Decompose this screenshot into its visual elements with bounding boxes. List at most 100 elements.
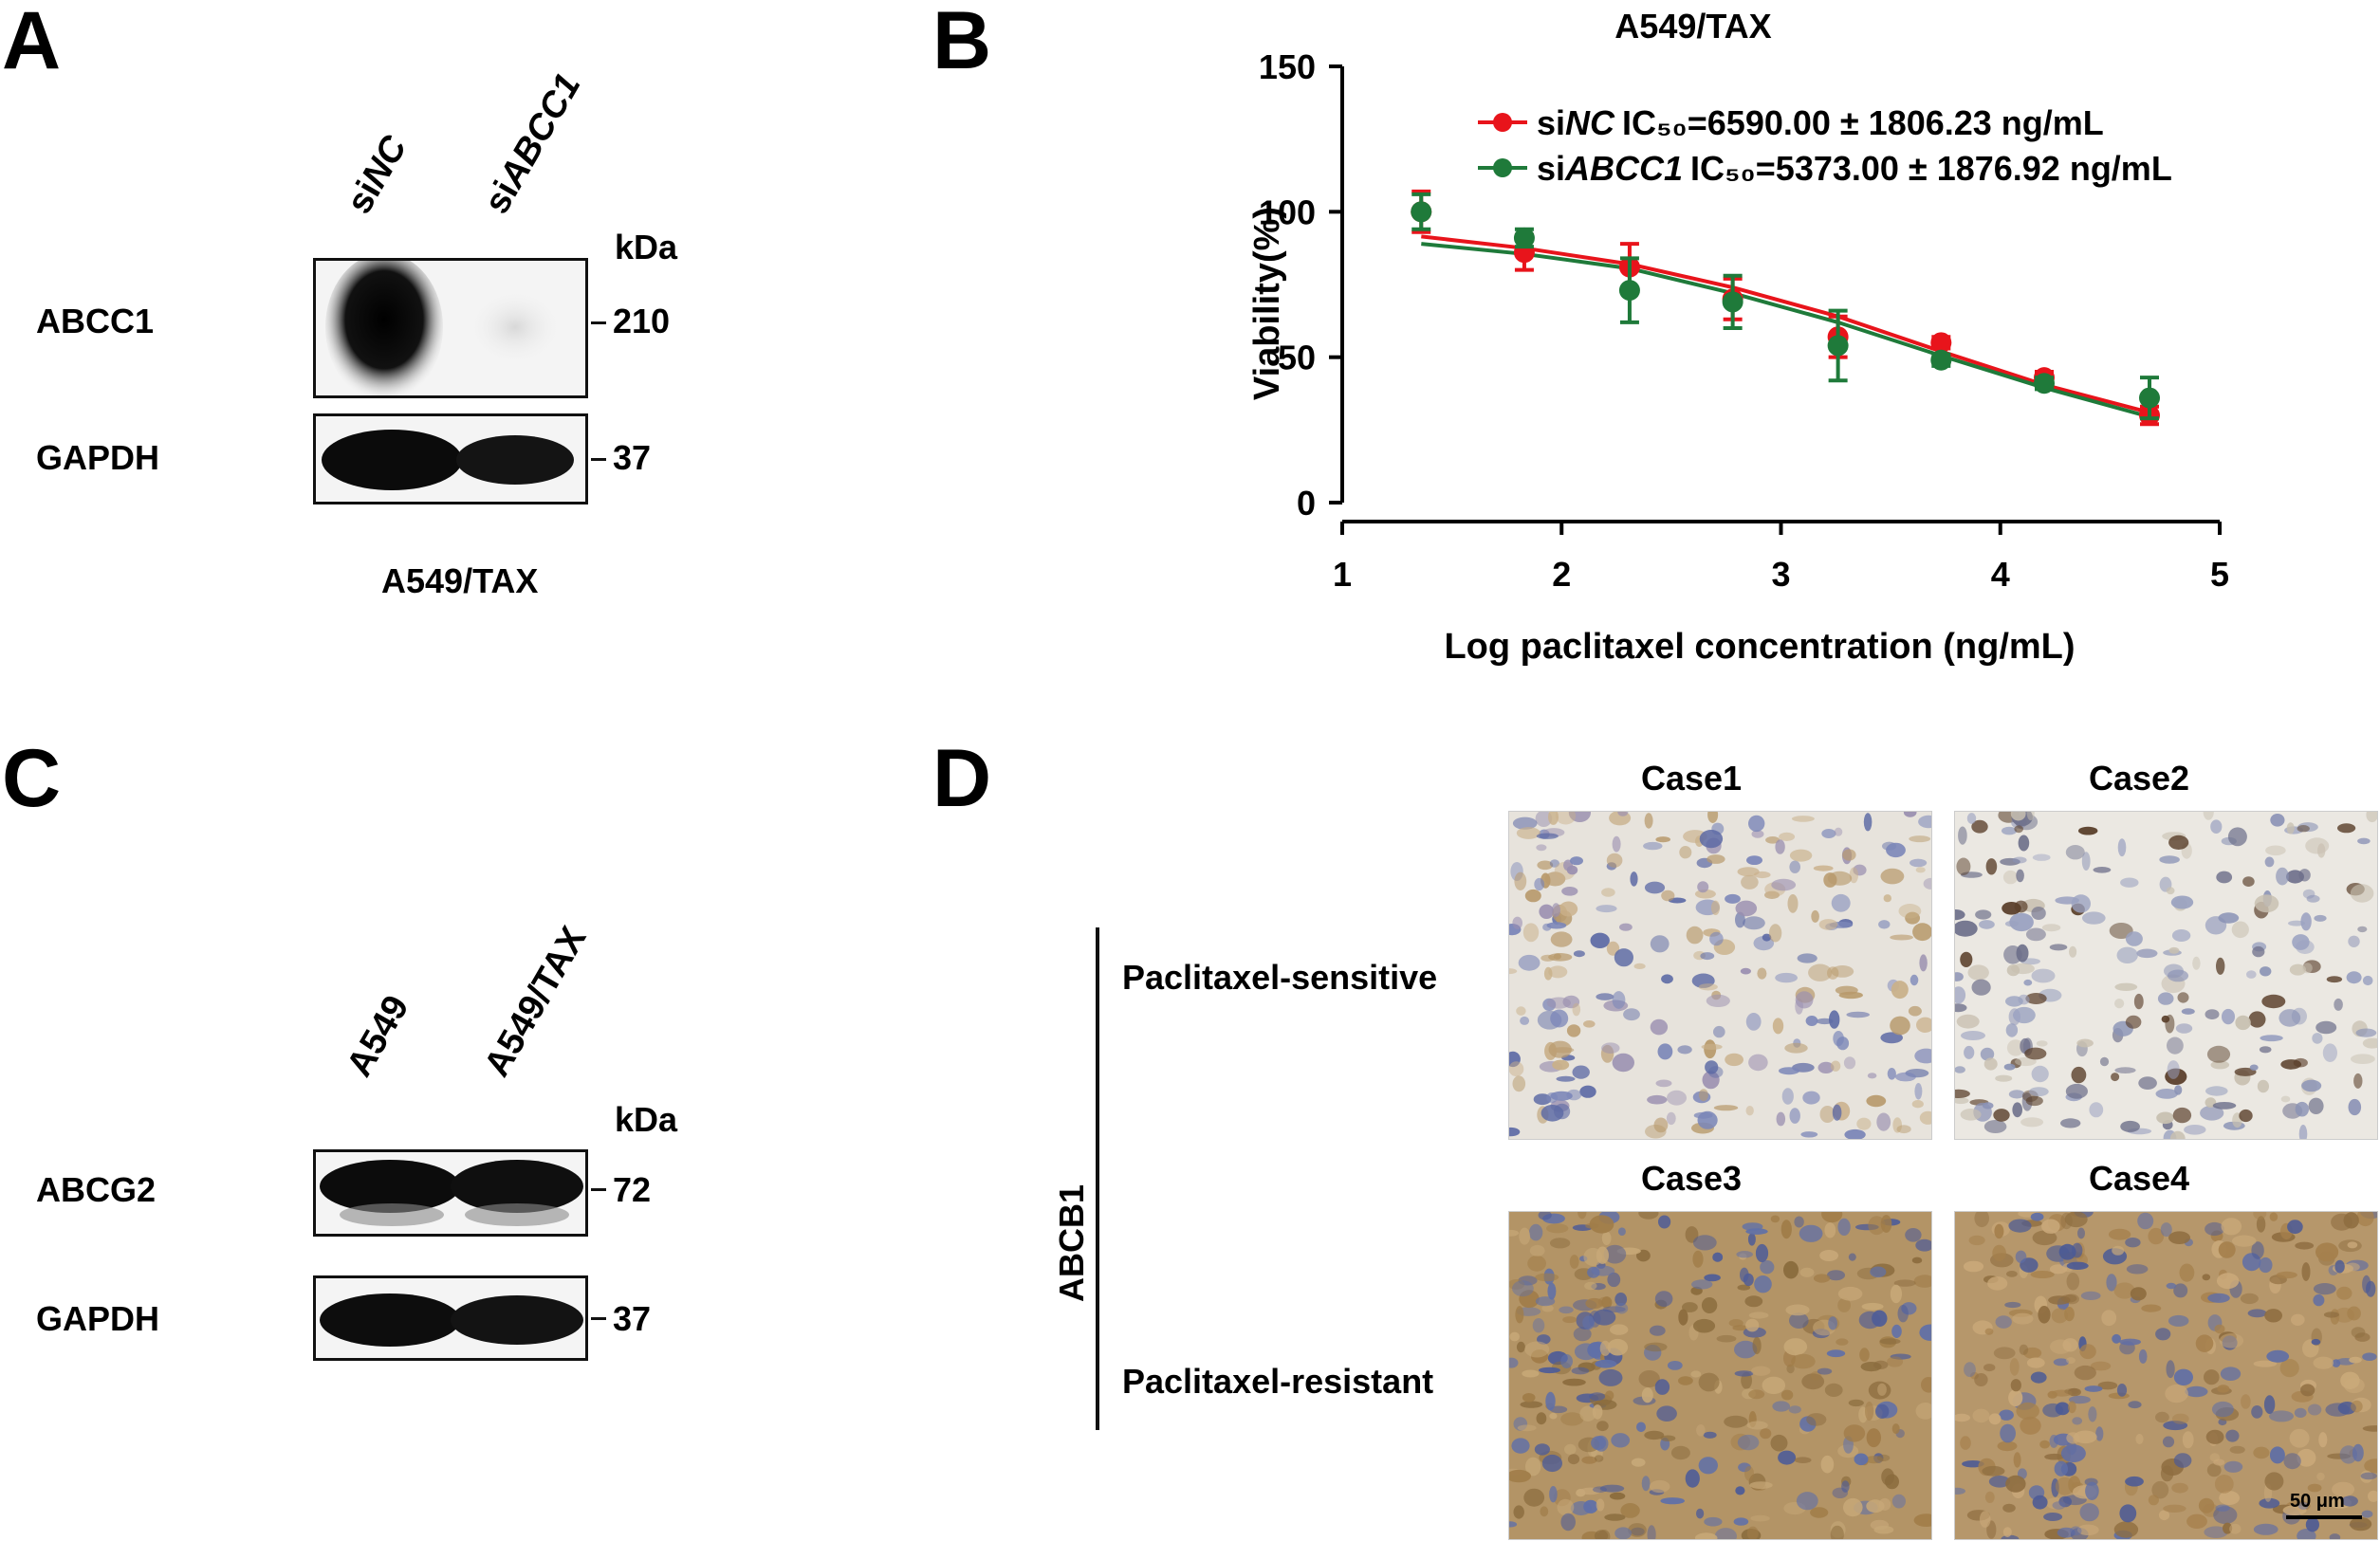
cell-nucleus bbox=[2214, 1324, 2225, 1334]
cell-nucleus bbox=[1955, 1413, 1970, 1422]
cell-nucleus bbox=[2349, 1356, 2362, 1364]
cell-nucleus bbox=[2167, 1060, 2180, 1079]
cell-nucleus bbox=[2031, 968, 2056, 983]
cell-nucleus bbox=[1995, 1074, 2013, 1082]
cell-nucleus bbox=[1527, 1255, 1546, 1272]
cell-nucleus bbox=[1647, 1525, 1656, 1539]
cell-nucleus bbox=[2192, 956, 2201, 970]
cell-nucleus bbox=[2155, 1328, 2171, 1341]
cell-nucleus bbox=[2079, 1503, 2099, 1522]
cell-nucleus bbox=[1641, 1387, 1653, 1403]
cell-nucleus bbox=[1699, 830, 1724, 849]
cell-nucleus bbox=[1566, 1024, 1581, 1037]
cell-nucleus bbox=[1670, 1445, 1690, 1460]
cell-nucleus bbox=[1890, 1284, 1902, 1304]
cell-nucleus bbox=[1745, 1106, 1754, 1116]
cell-nucleus bbox=[2002, 826, 2018, 835]
blot-bands-abcc1 bbox=[325, 261, 563, 395]
cell-nucleus bbox=[1610, 1324, 1629, 1335]
cell-nucleus bbox=[1955, 1487, 1965, 1495]
lane-gene: ABCC1 bbox=[491, 66, 589, 195]
cell-nucleus bbox=[2253, 1523, 2279, 1535]
cell-nucleus bbox=[2168, 1231, 2190, 1244]
cell-nucleus bbox=[1886, 842, 1906, 858]
cell-nucleus bbox=[2106, 1274, 2117, 1292]
cell-nucleus bbox=[1746, 1421, 1768, 1430]
cell-nucleus bbox=[2155, 1411, 2169, 1423]
cell-nucleus bbox=[2270, 814, 2285, 827]
cell-nucleus bbox=[1770, 1434, 1788, 1452]
cell-nucleus bbox=[1979, 920, 1995, 929]
point-siABCC1 bbox=[2139, 376, 2160, 421]
cell-nucleus bbox=[2362, 1425, 2377, 1432]
cell-nucleus bbox=[2008, 1219, 2032, 1233]
fit-curve-siNC bbox=[1421, 234, 2150, 414]
cell-nucleus bbox=[2266, 1349, 2290, 1363]
cell-nucleus bbox=[2280, 1095, 2291, 1103]
cell-nucleus bbox=[2053, 1358, 2070, 1367]
cell-nucleus bbox=[2219, 1333, 2244, 1348]
cell-nucleus bbox=[2066, 1357, 2076, 1365]
cell-nucleus bbox=[2260, 966, 2272, 977]
cell-nucleus bbox=[1972, 1408, 1990, 1423]
cell-nucleus bbox=[1552, 1059, 1570, 1071]
cell-nucleus bbox=[2293, 1057, 2308, 1068]
cell-nucleus bbox=[1897, 1305, 1909, 1323]
cell-nucleus bbox=[1612, 835, 1621, 853]
cell-nucleus bbox=[1967, 964, 1989, 981]
cell-nucleus bbox=[1614, 1527, 1632, 1539]
cell-nucleus bbox=[1783, 1338, 1808, 1356]
cell-nucleus bbox=[2350, 884, 2374, 903]
cell-nucleus bbox=[2016, 1402, 2039, 1420]
cell-nucleus bbox=[2356, 1212, 2374, 1227]
cell-nucleus bbox=[1781, 1088, 1794, 1105]
cell-nucleus bbox=[1880, 868, 1905, 885]
cell-nucleus bbox=[2171, 929, 2191, 942]
cell-nucleus bbox=[1982, 1465, 2005, 1477]
cell-nucleus bbox=[1538, 1212, 1552, 1220]
cell-nucleus bbox=[2138, 1348, 2148, 1364]
cell-nucleus bbox=[1712, 1252, 1724, 1262]
cell-nucleus bbox=[1916, 1017, 1931, 1033]
cell-nucleus bbox=[1974, 1212, 1989, 1228]
cell-nucleus bbox=[1709, 931, 1724, 946]
cell-nucleus bbox=[2351, 1400, 2363, 1413]
cell-nucleus bbox=[1512, 916, 1522, 929]
cell-nucleus bbox=[1655, 836, 1670, 843]
x-tick-label: 5 bbox=[2210, 555, 2229, 594]
cell-nucleus bbox=[2151, 1480, 2169, 1499]
cell-nucleus bbox=[1810, 1507, 1829, 1518]
cell-nucleus bbox=[1654, 1379, 1670, 1395]
cell-nucleus bbox=[2012, 1312, 2034, 1325]
cell-nucleus bbox=[1893, 1279, 1916, 1287]
cell-nucleus bbox=[2162, 1436, 2175, 1448]
cell-nucleus bbox=[2204, 1369, 2220, 1385]
cell-nucleus bbox=[2003, 1063, 2016, 1071]
cell-nucleus bbox=[1595, 1359, 1617, 1368]
cell-nucleus bbox=[2159, 855, 2180, 864]
cell-nucleus bbox=[2125, 1238, 2141, 1248]
cell-nucleus bbox=[2080, 1291, 2101, 1300]
cell-nucleus bbox=[2025, 993, 2047, 1004]
cell-nucleus bbox=[2009, 912, 2034, 932]
lane-label-a549: A549 bbox=[339, 988, 417, 1084]
cell-nucleus bbox=[1905, 1228, 1922, 1242]
cell-nucleus bbox=[2069, 945, 2077, 958]
cell-nucleus bbox=[1509, 1051, 1521, 1068]
cell-nucleus bbox=[2163, 1504, 2186, 1513]
cell-nucleus bbox=[2125, 931, 2143, 946]
protein-label-abcc1: ABCC1 bbox=[36, 302, 155, 340]
cell-nucleus bbox=[2205, 1221, 2224, 1237]
cell-nucleus bbox=[1546, 922, 1567, 929]
cell-nucleus bbox=[2295, 1101, 2309, 1117]
cell-nucleus bbox=[1509, 968, 1518, 975]
cell-nucleus bbox=[1736, 1251, 1753, 1258]
cell-nucleus bbox=[1707, 854, 1725, 864]
cell-nucleus bbox=[2351, 1054, 2375, 1064]
x-tick-label: 1 bbox=[1333, 555, 1352, 594]
cell-nucleus bbox=[1915, 867, 1926, 873]
cell-nucleus bbox=[1915, 1238, 1931, 1252]
cell-nucleus bbox=[1594, 1455, 1604, 1462]
cell-nucleus bbox=[2214, 1475, 2234, 1494]
cell-nucleus bbox=[1654, 1291, 1673, 1307]
